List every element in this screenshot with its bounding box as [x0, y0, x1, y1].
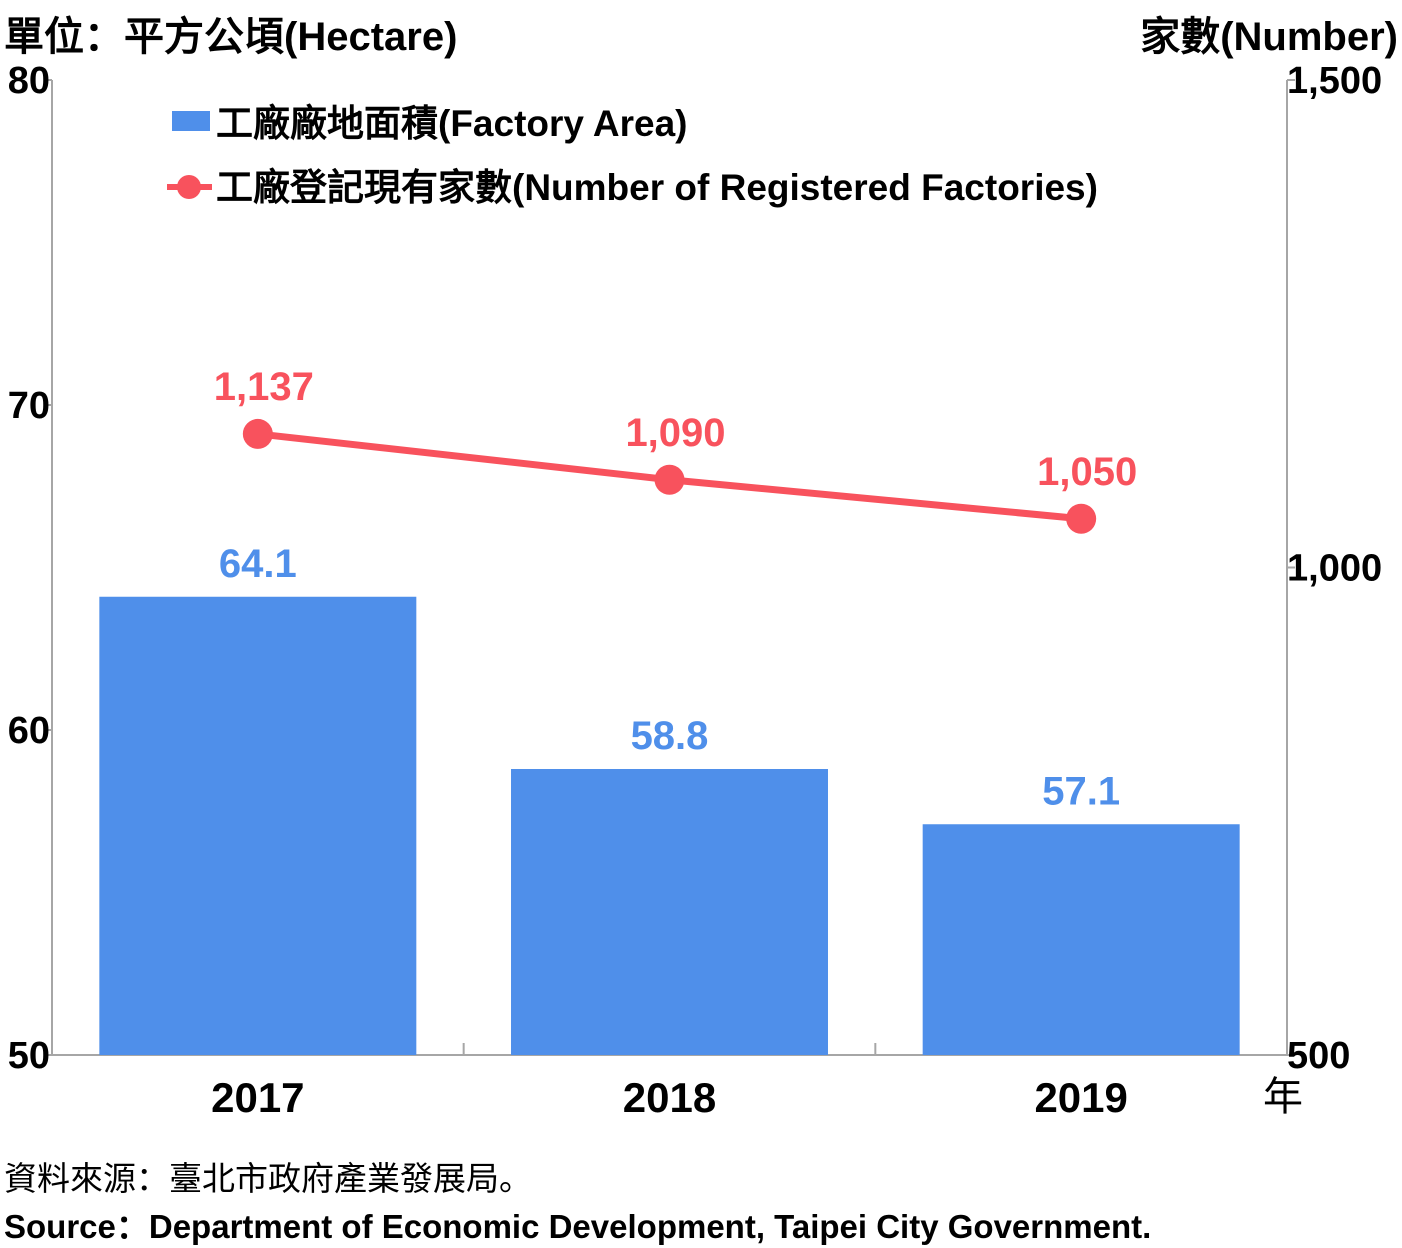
- right-tick-label: 500: [1287, 1035, 1350, 1077]
- x-tick-label: 2018: [623, 1074, 716, 1121]
- line-point: [654, 464, 685, 495]
- x-tick-label: 2019: [1034, 1074, 1127, 1121]
- line-data-label: 1,050: [1037, 450, 1137, 494]
- right-axis-unit: 家數(Number): [1140, 15, 1398, 59]
- bar-series: [99, 596, 1240, 1055]
- legend-line-marker: [177, 175, 201, 199]
- left-tick-label: 70: [8, 385, 50, 427]
- line-data-label: 1,137: [214, 365, 314, 409]
- x-axis-unit: 年: [1263, 1074, 1303, 1120]
- bar-labels: 64.1 58.8 57.1: [219, 542, 1120, 814]
- source-chinese: 資料來源：臺北市政府產業發展局。: [4, 1159, 532, 1198]
- bar-data-label: 64.1: [219, 542, 297, 586]
- x-tick-label: 2017: [211, 1074, 304, 1121]
- legend-line-label: 工廠登記現有家數(Number of Registered Factories): [216, 166, 1098, 208]
- left-tick-label: 60: [8, 710, 50, 752]
- legend-bar-label: 工廠廠地面積(Factory Area): [216, 102, 687, 144]
- left-tick-label: 80: [8, 60, 50, 102]
- bar-data-label: 58.8: [631, 714, 709, 758]
- bar: [922, 824, 1240, 1055]
- source-english: Source：Department of Economic Developmen…: [4, 1208, 1152, 1245]
- line-series: 1,137 1,090 1,050: [214, 365, 1137, 534]
- left-axis-unit: 單位：平方公頃(Hectare): [4, 15, 458, 59]
- legend-bar-swatch: [172, 111, 210, 131]
- bar: [99, 596, 417, 1055]
- axes: 50 60 70 80 500 1,000 1,500 2017 2018 2019: [8, 60, 1382, 1121]
- legend: 工廠廠地面積(Factory Area) 工廠登記現有家數(Number of R…: [167, 102, 1098, 208]
- right-tick-label: 1,500: [1287, 60, 1382, 102]
- line-data-label: 1,090: [625, 411, 725, 455]
- bar-data-label: 57.1: [1042, 769, 1120, 813]
- right-tick-label: 1,000: [1287, 548, 1382, 590]
- bar: [511, 769, 828, 1055]
- line-point: [1066, 503, 1097, 534]
- left-tick-label: 50: [8, 1035, 50, 1077]
- line-point: [242, 418, 273, 449]
